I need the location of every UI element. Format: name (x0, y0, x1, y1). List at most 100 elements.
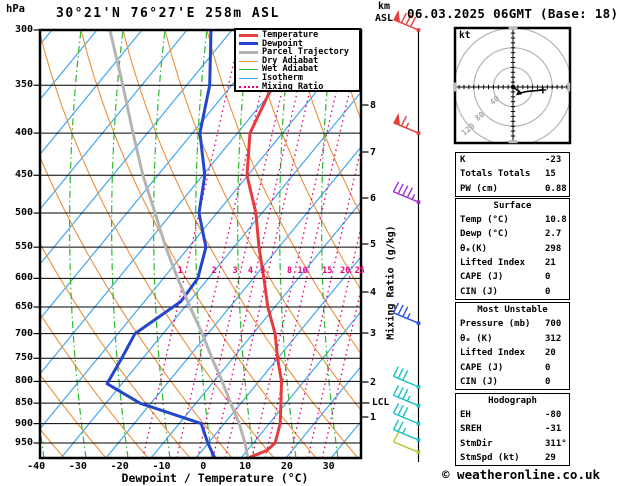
pressure-tick-label: 800 (14, 375, 33, 387)
hodograph-arrowhead (515, 89, 522, 96)
legend: Temperature Dewpoint Parcel Trajectory Dry … (234, 28, 361, 92)
legend-line-sample (239, 69, 258, 71)
mixing-ratio-line (264, 34, 362, 459)
km-tick-label: 6 (370, 192, 377, 204)
table-row-value: 700 (545, 319, 562, 330)
table-row-label: θₑ(K) (460, 243, 488, 254)
table-row-label: StmDir (460, 438, 493, 449)
table-row-value: 0.88 (545, 183, 567, 194)
table-row: StmSpd (kt) 29 (456, 451, 569, 465)
wet-adiabat-line (574, 30, 590, 458)
isotherm-line (39, 29, 323, 377)
temperature-tick-label: 0 (200, 461, 207, 472)
wet-adiabat-line (406, 30, 422, 458)
table-row-value: 2.7 (545, 229, 562, 240)
legend-item-label: Parcel Trajectory (262, 47, 349, 58)
legend-item: Parcel Trajectory (236, 48, 359, 57)
wet-adiabat-line (69, 29, 87, 459)
km-tick-label: 8 (370, 99, 377, 111)
table-row: CAPE (J) 0 (456, 361, 569, 375)
km-tick-label: 2 (370, 376, 377, 388)
legend-item-label: Temperature (262, 30, 319, 40)
table-row: CAPE (J) 0 (456, 270, 569, 284)
temperature-tick-label: 10 (239, 461, 252, 472)
wind-barb (392, 366, 421, 389)
mixing-ratio-value-label: 25 (354, 266, 365, 276)
pressure-tick-label: 850 (14, 397, 33, 409)
mixing-ratio-value-label: 10 (297, 266, 308, 276)
temperature-axis-label: Dewpoint / Temperature (°C) (121, 471, 309, 485)
station-title: 30°21'N 76°27'E 258m ASL (56, 6, 280, 21)
table-row: Totals Totals 15 (456, 167, 569, 181)
table-header: Surface (493, 200, 532, 211)
km-tick-label: 1 (370, 411, 377, 423)
isotherm-line (39, 29, 278, 322)
isotherm-line (39, 29, 188, 212)
copyright: © weatheronline.co.uk (442, 467, 601, 482)
legend-item: Wet Adiabat (236, 65, 359, 74)
table-row: PW (cm) 0.88 (456, 182, 569, 196)
wet-adiabat-line (111, 29, 129, 459)
table-row-label: CAPE (J) (460, 272, 504, 283)
curve-parcel-trajectory (108, 29, 250, 459)
table-row: Lifted Index 20 (456, 346, 569, 360)
table-row: CIN (J) 0 (456, 375, 569, 389)
legend-item-label: Isotherm (262, 72, 303, 83)
km-tick-label: 7 (370, 146, 377, 158)
wind-barb (393, 112, 421, 135)
temperature-tick-label: -40 (27, 461, 46, 472)
pressure-tick-label: 600 (14, 272, 33, 284)
dry-adiabat-line (39, 153, 233, 459)
table-header: Most Unstable (477, 305, 548, 315)
altitude-unit-asl: ASL (374, 13, 394, 24)
legend-item: Dewpoint (236, 39, 359, 49)
isotherm-line (240, 309, 362, 459)
wind-barb (392, 431, 421, 455)
table-row-label: θₑ (K) (460, 333, 493, 344)
pressure-tick-label: 500 (14, 207, 33, 218)
km-tick-label: 4 (370, 286, 377, 298)
temperature-tick-label: -10 (152, 461, 171, 472)
table-row-label: Pressure (mb) (460, 319, 531, 330)
table-row-value: -80 (545, 409, 562, 420)
pressure-tick-label: 550 (14, 241, 33, 253)
table-row-label: PW (cm) (460, 183, 498, 194)
legend-item: Mixing Ratio (236, 82, 359, 92)
table-row-value: 15 (545, 169, 556, 180)
dry-adiabat-line (39, 372, 107, 459)
table-row-value: 29 (545, 453, 556, 464)
pressure-tick-label: 350 (14, 79, 33, 91)
table-row: StmDir 311° (456, 437, 569, 451)
pressure-tick-label: 650 (14, 301, 33, 312)
table-row-label: Lifted Index (460, 348, 526, 359)
mixing-ratio-value-label: 2 (211, 266, 217, 276)
indices-table: Most Unstable Pressure (mb) 700 θₑ (K) 312 Li… (455, 302, 570, 391)
pressure-tick-label: 700 (14, 327, 33, 339)
km-tick-label: 3 (370, 327, 377, 339)
table-row: Dewp (°C) 2.7 (456, 227, 569, 241)
table-row-label: SREH (460, 424, 482, 435)
table-row-label: K (460, 155, 466, 165)
legend-item: Temperature (236, 31, 359, 40)
table-row-value: -31 (545, 424, 562, 435)
mixing-ratio-line (196, 29, 297, 459)
mixing-ratio-value-label: 1 (177, 266, 183, 276)
isotherm-line (105, 144, 362, 459)
mixing-ratio-line (176, 29, 276, 459)
dry-adiabat-line (39, 311, 149, 459)
table-row-label: Totals Totals (460, 169, 531, 180)
mixing-ratio-value-label: 5 (260, 266, 266, 276)
indices-table: K -23 Totals Totals 15 PW (cm) 0.88 (455, 152, 570, 198)
dry-adiabat-line (122, 29, 359, 459)
mixing-ratio-value-label: 3 (232, 266, 238, 276)
pressure-tick-label: 950 (14, 437, 33, 448)
pressure-tick-label: 400 (14, 127, 33, 139)
wind-barb (392, 419, 421, 442)
curve-temperature (245, 29, 298, 459)
temperature-tick-label: -20 (110, 461, 129, 472)
table-row-value: 311° (545, 438, 567, 449)
table-row-value: -23 (545, 155, 562, 165)
pressure-tick-label: 450 (14, 169, 33, 181)
altitude-unit-km: km (377, 1, 391, 12)
